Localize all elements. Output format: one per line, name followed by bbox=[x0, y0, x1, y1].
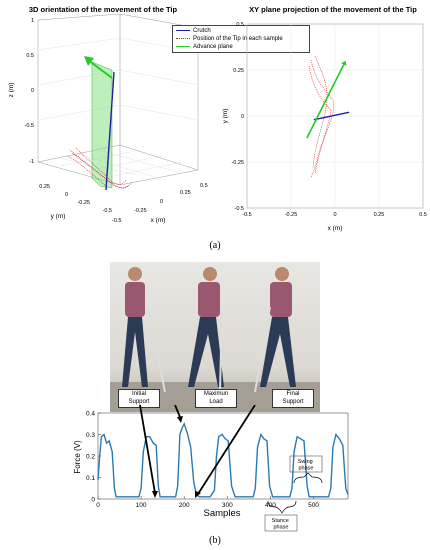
xy-crutch-line bbox=[313, 111, 350, 121]
force-y-tick: 0.2 bbox=[86, 453, 95, 460]
legend-label: Position of the Tip in each sample bbox=[193, 36, 283, 42]
y-tick: -0.25 bbox=[77, 200, 90, 206]
walker-figure bbox=[188, 267, 224, 393]
x-label: x (m) bbox=[151, 217, 166, 224]
stance-line: phase bbox=[274, 525, 289, 531]
plotxy: XY plane projection of the movement of t… bbox=[222, 5, 427, 232]
advance-vector bbox=[87, 59, 113, 79]
swing-phase-label: Swing phase bbox=[298, 459, 315, 472]
arrowhead bbox=[195, 491, 201, 498]
z-label: z (m) bbox=[8, 83, 15, 98]
caption-b: (b) bbox=[209, 535, 221, 546]
xy-x-tick: 0.25 bbox=[374, 212, 385, 218]
arrowhead bbox=[152, 491, 158, 498]
stance-box bbox=[264, 514, 298, 532]
z-tick: 1 bbox=[31, 18, 34, 24]
x-tick: 0.25 bbox=[180, 190, 191, 196]
force-y-tick: 0.4 bbox=[86, 410, 95, 417]
swing-box bbox=[289, 455, 323, 473]
y-tick: -0.5 bbox=[103, 208, 112, 214]
force-y-tick: 0.1 bbox=[86, 475, 95, 482]
plotxy-grid bbox=[246, 23, 424, 209]
force-y-tick: 0 bbox=[91, 496, 95, 503]
walker-figure bbox=[122, 267, 166, 393]
stance-line: Stance bbox=[272, 518, 289, 524]
xy-y-tick: 0.25 bbox=[233, 68, 244, 74]
xy-x-tick: 0.5 bbox=[419, 212, 427, 218]
xy-advance-arrowhead bbox=[341, 60, 347, 66]
xy-advance-line bbox=[306, 64, 345, 139]
plot3d-title: 3D orientation of the movement of the Ti… bbox=[29, 5, 178, 14]
z-tick: 0 bbox=[31, 88, 34, 94]
crutch-line bbox=[105, 71, 115, 191]
xy-x-tick: 0 bbox=[333, 212, 336, 218]
x-tick: 0 bbox=[160, 199, 163, 205]
x-tick: -0.5 bbox=[112, 218, 121, 224]
legend-item: Crutch bbox=[176, 27, 306, 35]
y-tick: 0.25 bbox=[39, 184, 50, 190]
walker-figure bbox=[254, 267, 296, 393]
xy-ylabel: y (m) bbox=[222, 109, 229, 124]
swing-line: phase bbox=[299, 466, 314, 472]
xy-xlabel: x (m) bbox=[328, 225, 343, 232]
advance-arrowhead bbox=[84, 56, 94, 66]
legend-label: Crutch bbox=[193, 28, 211, 34]
swing-line: Swing bbox=[298, 459, 313, 465]
force-y-tick: 0.3 bbox=[86, 432, 95, 439]
plot3d: 3D orientation of the movement of the Ti… bbox=[8, 5, 208, 224]
xy-y-tick: -0.25 bbox=[231, 160, 244, 166]
y-tick: 0 bbox=[65, 192, 68, 198]
xy-y-tick: -0.5 bbox=[235, 206, 244, 212]
force-xlabel: Samples bbox=[204, 508, 241, 519]
force-x-tick: 100 bbox=[136, 502, 147, 509]
force-x-tick: 300 bbox=[222, 502, 233, 509]
xy-x-tick: -0.5 bbox=[242, 212, 251, 218]
xy-x-tick: -0.25 bbox=[285, 212, 298, 218]
legend-item: Advance plane bbox=[176, 43, 306, 51]
z-tick: -0.5 bbox=[25, 123, 34, 129]
force-x-tick: 0 bbox=[96, 502, 100, 509]
xy-y-tick: 0.5 bbox=[236, 22, 244, 28]
force-chart: 00.10.20.30.40 100 200 300 400 500 Force (V) … bbox=[73, 405, 349, 532]
arrowhead bbox=[177, 416, 183, 423]
advance-plane bbox=[91, 61, 113, 189]
y-label: y (m) bbox=[51, 213, 66, 220]
label-final-support: Final Support bbox=[272, 389, 314, 408]
caption-a: (a) bbox=[209, 240, 221, 251]
z-tick: -1 bbox=[29, 159, 34, 165]
plotxy-title: XY plane projection of the movement of t… bbox=[249, 5, 417, 14]
legend-label: Advance plane bbox=[193, 44, 233, 50]
force-series-line bbox=[97, 421, 349, 498]
stance-phase-label: Stance phase bbox=[272, 518, 291, 531]
force-ylabel: Force (V) bbox=[73, 440, 82, 474]
x-tick: 0.5 bbox=[200, 183, 208, 189]
tip-trajectory bbox=[67, 147, 133, 189]
force-x-tick: 500 bbox=[308, 502, 319, 509]
xy-trajectory bbox=[308, 55, 335, 179]
swing-brace bbox=[293, 472, 323, 484]
xy-y-tick: 0 bbox=[241, 114, 244, 120]
legend: Crutch Position of the Tip in each sampl… bbox=[172, 25, 310, 53]
z-tick: 0.5 bbox=[26, 53, 34, 59]
label-maximun-load: Maximun Load bbox=[195, 389, 237, 408]
stance-brace bbox=[267, 500, 297, 514]
pointer-arrows bbox=[139, 405, 256, 495]
force-x-tick: 200 bbox=[179, 502, 190, 509]
label-initial-support: Initial Support bbox=[118, 389, 160, 408]
legend-item: Position of the Tip in each sample bbox=[176, 35, 306, 43]
x-tick: -0.25 bbox=[134, 208, 147, 214]
